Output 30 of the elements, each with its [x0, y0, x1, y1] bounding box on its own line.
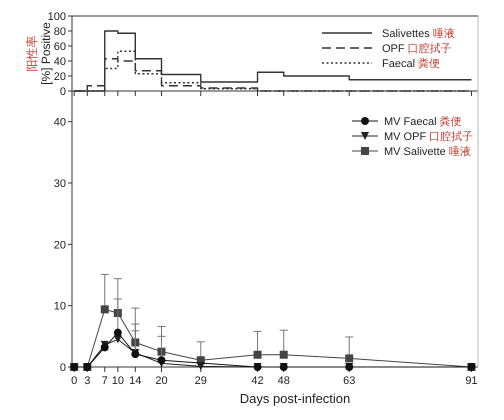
x-tick-label: 3	[84, 375, 90, 387]
x-tick-label: 0	[71, 375, 78, 387]
x-tick-label: 20	[155, 375, 168, 387]
y-tick-label: 60	[54, 41, 66, 53]
y-tick-label: 0	[60, 86, 66, 98]
x-tick-label: 10	[112, 375, 124, 387]
y-tick-label: 40	[54, 116, 66, 129]
y-tick-label: 10	[54, 300, 66, 313]
x-tick-label: 7	[102, 375, 108, 387]
x-axis-title: Days post-infection	[240, 391, 350, 406]
x-tick-label: 42	[251, 375, 264, 387]
y-tick-label: 80	[54, 26, 66, 38]
y-tick-label: 20	[54, 71, 66, 83]
x-tick-label: 14	[129, 375, 142, 387]
legend-label: Faecal 粪便	[382, 57, 440, 70]
y-tick-label: 100	[48, 11, 66, 23]
x-tick-label: 48	[278, 375, 290, 387]
y-axis-title: 阳性率 [%] Positive	[25, 22, 53, 85]
legend-label: MV Salivette 唾液	[384, 145, 471, 158]
y-tick-label: 40	[54, 56, 66, 68]
y-tick-label: 20	[54, 239, 66, 252]
legend-label: OPF 口腔拭子	[382, 42, 452, 55]
legend-label: MV Faecal 粪便	[384, 115, 462, 128]
x-tick-label: 29	[194, 375, 207, 387]
legend-label: MV OPF 口腔拭子	[384, 130, 474, 143]
legend-label: Salivettes 唾液	[382, 27, 455, 40]
y-tick-label: 30	[54, 178, 66, 190]
x-tick-label: 91	[465, 375, 478, 387]
y-tick-label: 0	[60, 362, 66, 374]
x-tick-label: 63	[343, 375, 356, 387]
